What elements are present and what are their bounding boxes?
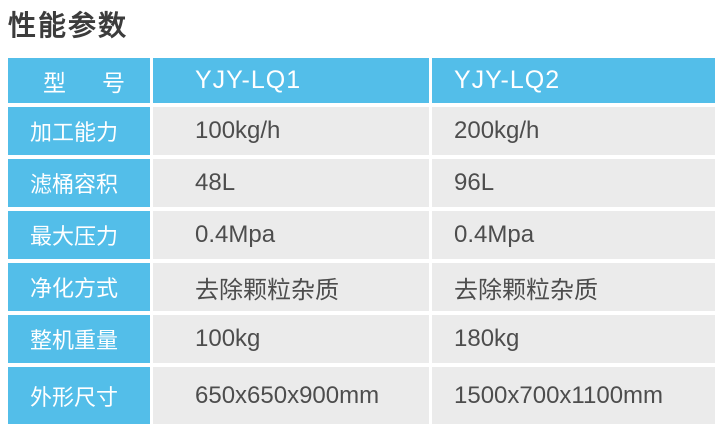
header-model-label: 型号 [8,58,150,103]
cell-lq1-value: 100kg [153,315,429,363]
cell-lq2-value: 96L [432,159,715,207]
table-header-row: 型号 YJY-LQ1 YJY-LQ2 [8,58,715,103]
row-label: 外形尺寸 [8,367,150,424]
row-label: 最大压力 [8,211,150,259]
header-model-2: YJY-LQ2 [432,58,715,103]
cell-lq2-value: 去除颗粒杂质 [432,263,715,311]
table-row-filter-volume: 滤桶容积 48L 96L [8,159,715,207]
table-row-processing-capacity: 加工能力 100kg/h 200kg/h [8,107,715,155]
row-label: 加工能力 [8,107,150,155]
table-row-max-pressure: 最大压力 0.4Mpa 0.4Mpa [8,211,715,259]
table-row-machine-weight: 整机重量 100kg 180kg [8,315,715,363]
cell-lq2-value: 0.4Mpa [432,211,715,259]
cell-lq1-value: 650x650x900mm [153,367,429,424]
table-row-purification-method: 净化方式 去除颗粒杂质 去除颗粒杂质 [8,263,715,311]
cell-lq2-value: 200kg/h [432,107,715,155]
cell-lq1-value: 去除颗粒杂质 [153,263,429,311]
header-model-1: YJY-LQ1 [153,58,429,103]
row-label: 净化方式 [8,263,150,311]
cell-lq1-value: 48L [153,159,429,207]
cell-lq1-value: 100kg/h [153,107,429,155]
table-row-dimensions: 外形尺寸 650x650x900mm 1500x700x1100mm [8,367,715,424]
cell-lq1-value: 0.4Mpa [153,211,429,259]
cell-lq2-value: 180kg [432,315,715,363]
cell-lq2-value: 1500x700x1100mm [432,367,715,424]
row-label: 滤桶容积 [8,159,150,207]
spec-table: 型号 YJY-LQ1 YJY-LQ2 加工能力 100kg/h 200kg/h … [8,58,715,424]
row-label: 整机重量 [8,315,150,363]
page-title: 性能参数 [8,10,129,41]
